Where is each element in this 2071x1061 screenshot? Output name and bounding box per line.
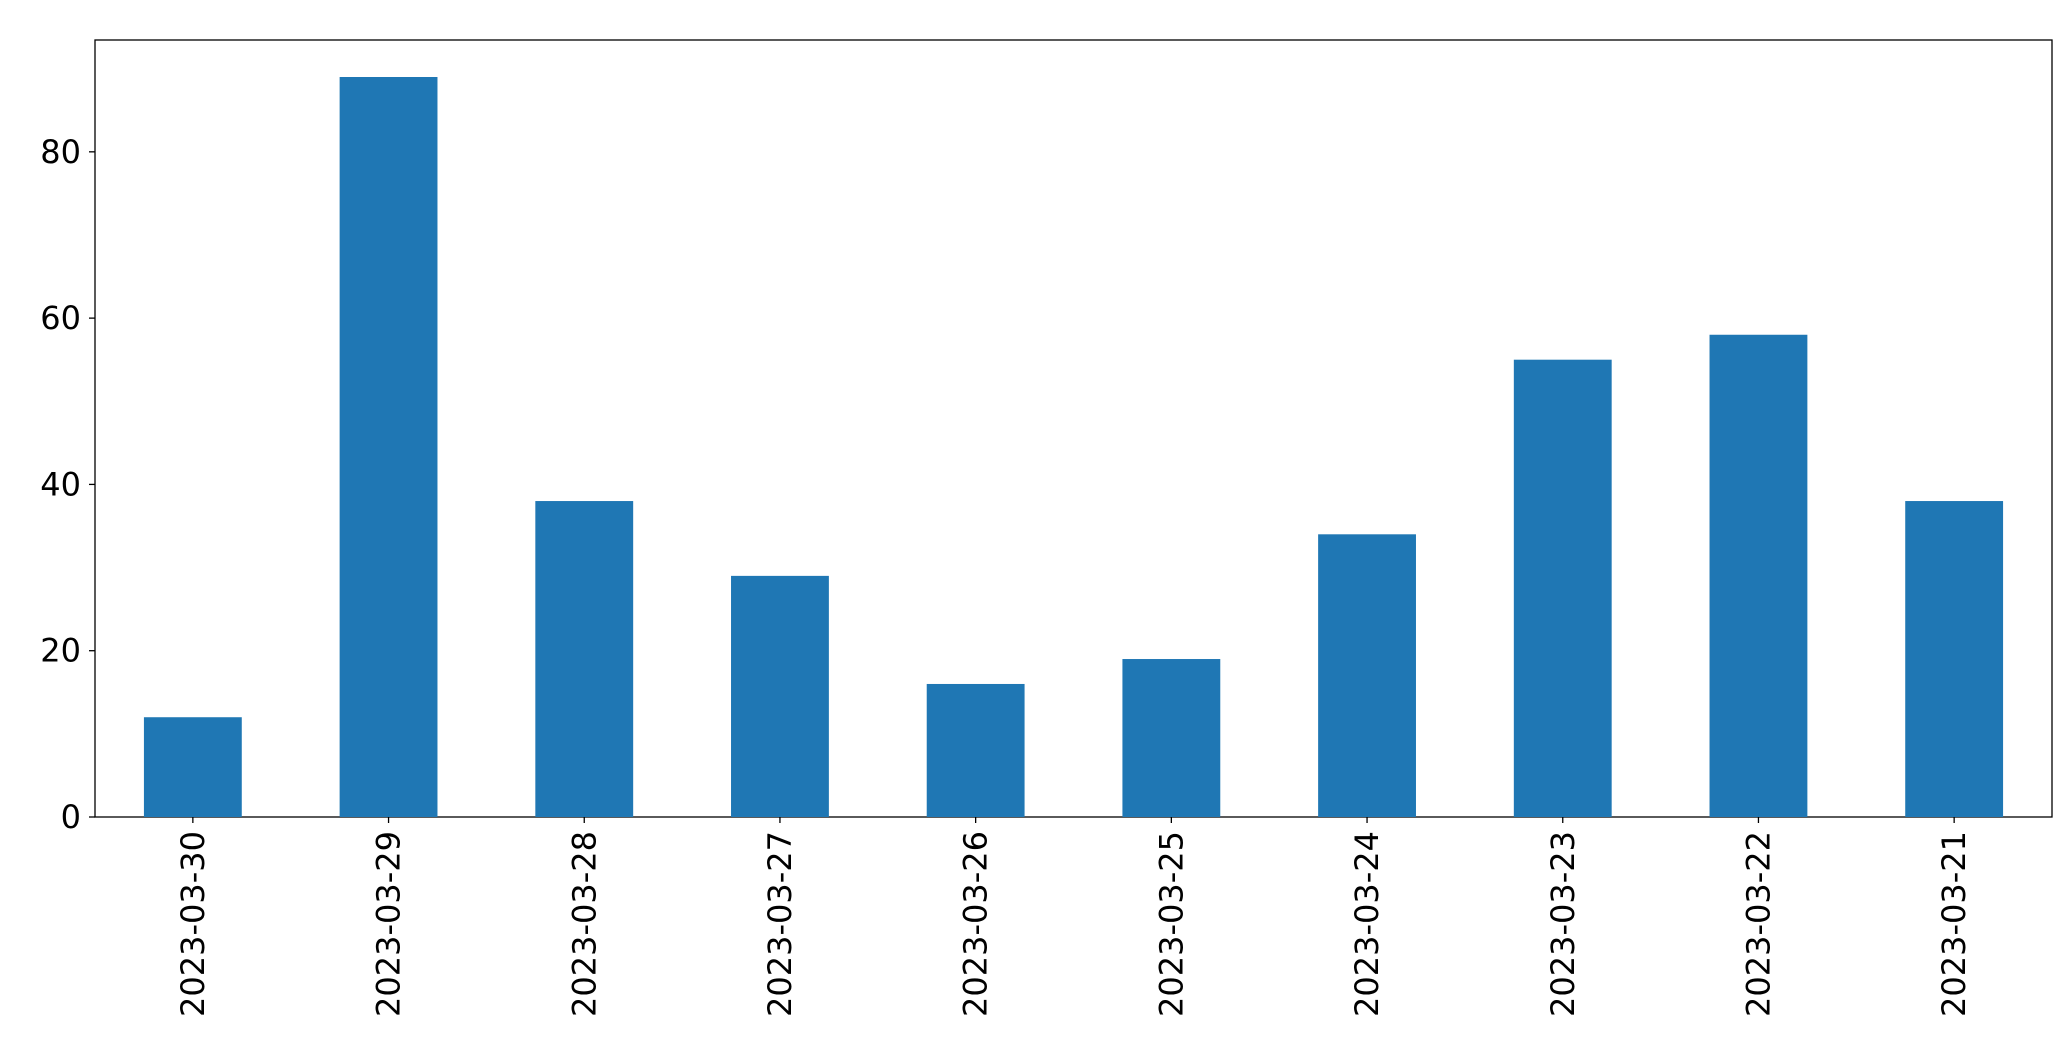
x-tick-label: 2023-03-21	[1935, 831, 1973, 1017]
bar	[143, 717, 242, 817]
bar	[1905, 501, 2004, 817]
bar	[339, 77, 438, 817]
y-tick-label: 0	[61, 798, 81, 836]
x-tick-label: 2023-03-26	[957, 831, 995, 1017]
x-tick-label: 2023-03-28	[565, 831, 603, 1017]
x-tick-label: 2023-03-23	[1544, 831, 1582, 1017]
y-tick-label: 20	[40, 632, 81, 670]
bar	[1709, 334, 1808, 817]
plot-frame	[94, 39, 2053, 818]
x-tick-label: 2023-03-24	[1348, 831, 1386, 1017]
x-tick-label: 2023-03-27	[761, 831, 799, 1017]
x-tick-label: 2023-03-25	[1152, 831, 1190, 1017]
x-tick-label: 2023-03-30	[174, 831, 212, 1017]
y-tick-label: 80	[40, 133, 81, 171]
y-tick-label: 40	[40, 465, 81, 503]
x-tick-label: 2023-03-29	[370, 831, 408, 1017]
bar	[1318, 534, 1416, 817]
bar	[926, 683, 1025, 817]
bar	[1122, 659, 1221, 817]
bar	[731, 575, 829, 817]
bar	[1513, 359, 1612, 817]
x-tick-label: 2023-03-22	[1739, 831, 1777, 1017]
y-tick-label: 60	[40, 299, 81, 337]
bar	[535, 501, 634, 817]
